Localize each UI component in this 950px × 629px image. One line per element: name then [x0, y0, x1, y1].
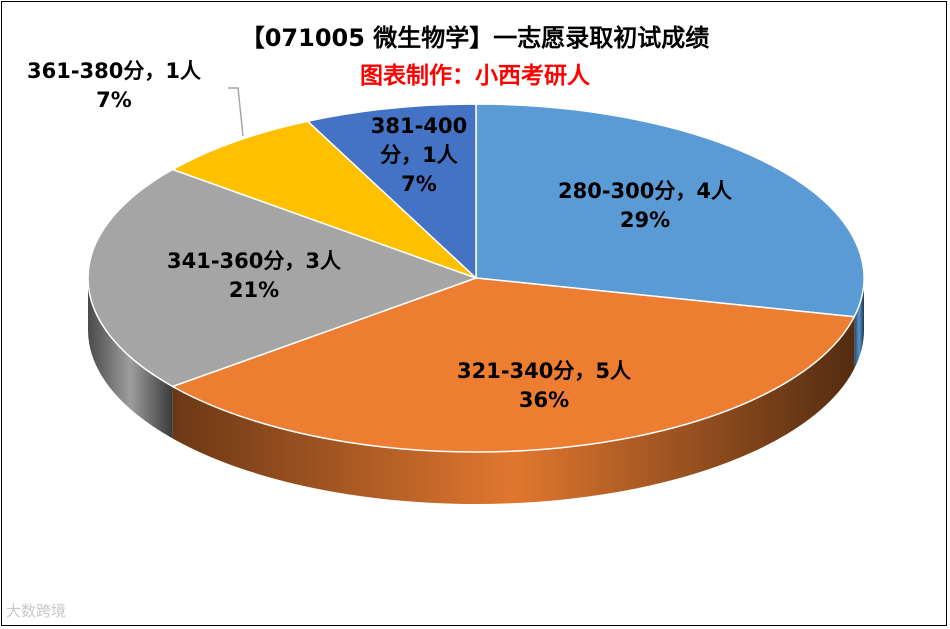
data-label-3: 361-380分，1人 7%: [27, 59, 201, 112]
watermark: 大数跨境: [6, 602, 67, 620]
pie-side-1: [172, 316, 855, 504]
data-label-2: 341-360分，3人 21%: [167, 249, 341, 302]
pie-side-0: [854, 278, 864, 369]
pie-top-faces: [87, 103, 865, 453]
data-label-0: 280-300分，4人 29%: [558, 179, 732, 232]
data-label-1: 321-340分，5人 36%: [457, 359, 631, 412]
chart-subtitle: 图表制作：小西考研人: [360, 63, 590, 89]
data-label-4: 381-400 分，1人 7%: [371, 114, 467, 196]
pie-side-2: [88, 278, 173, 439]
pie-slice-2: [87, 168, 479, 388]
pie-slice-0: [475, 103, 865, 318]
pie-side-walls: [88, 278, 864, 504]
pie-slice-3: [170, 120, 477, 279]
pie-slice-1: [170, 277, 856, 453]
chart-title: 【071005 微生物学】一志愿录取初试成绩: [240, 24, 710, 52]
leader-line: [228, 87, 244, 137]
data-labels: 280-300分，4人 29% 321-340分，5人 36% 341-360分，3人 2…: [27, 59, 732, 412]
pie-slice-4: [306, 103, 477, 280]
